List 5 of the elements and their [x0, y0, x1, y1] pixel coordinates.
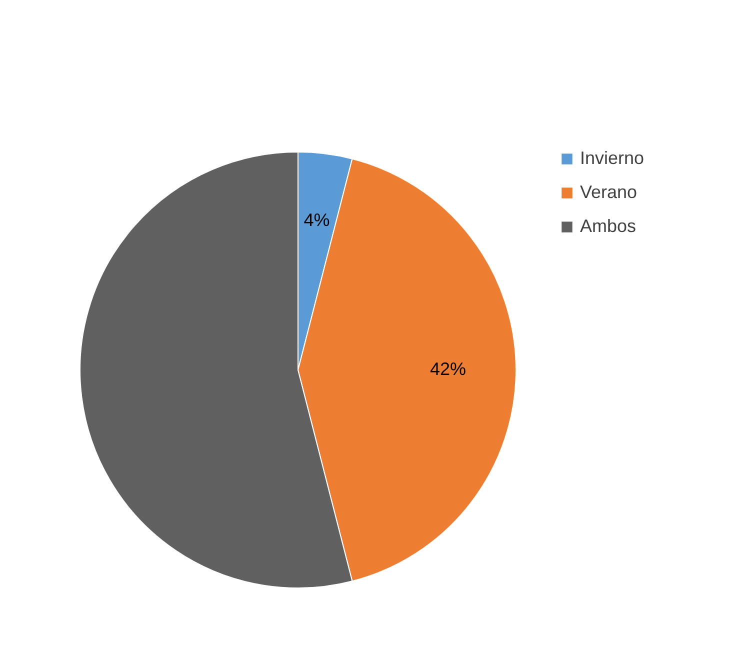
legend-label: Invierno — [580, 148, 644, 168]
data-label: 42% — [430, 359, 466, 379]
legend-label: Ambos — [580, 216, 636, 236]
legend-label: Verano — [580, 182, 638, 202]
data-label: 4% — [304, 210, 330, 230]
